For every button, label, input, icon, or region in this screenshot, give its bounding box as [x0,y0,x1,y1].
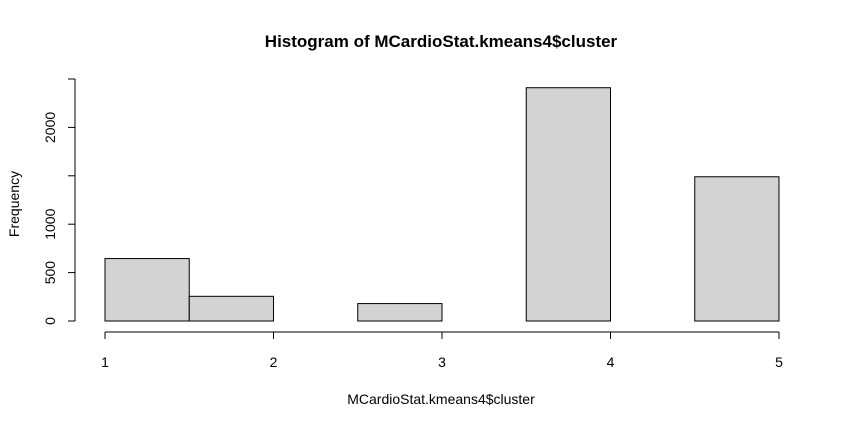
y-tick-label: 0 [42,317,58,325]
x-axis-label: MCardioStat.kmeans4$cluster [347,391,535,407]
x-tick-label: 1 [101,354,109,370]
histogram-bar [357,303,443,322]
chart-title: Histogram of MCardioStat.kmeans4$cluster [265,32,618,51]
histogram-bar [104,258,190,322]
y-axis-label: Frequency [6,171,22,237]
histogram-bar [525,87,611,322]
y-tick-label: 2000 [42,112,58,143]
x-tick-label: 2 [270,354,278,370]
y-axis: 0 500 1000 2000 [42,78,76,325]
histogram-bar [188,295,274,322]
x-tick-label: 4 [607,354,615,370]
bars-group [104,87,780,322]
y-tick-label: 500 [42,261,58,285]
histogram-bar [694,176,780,322]
x-tick-label: 3 [438,354,446,370]
y-tick-label: 1000 [42,208,58,239]
x-tick-label: 5 [775,354,783,370]
x-axis: 1 2 3 4 5 [101,331,783,370]
